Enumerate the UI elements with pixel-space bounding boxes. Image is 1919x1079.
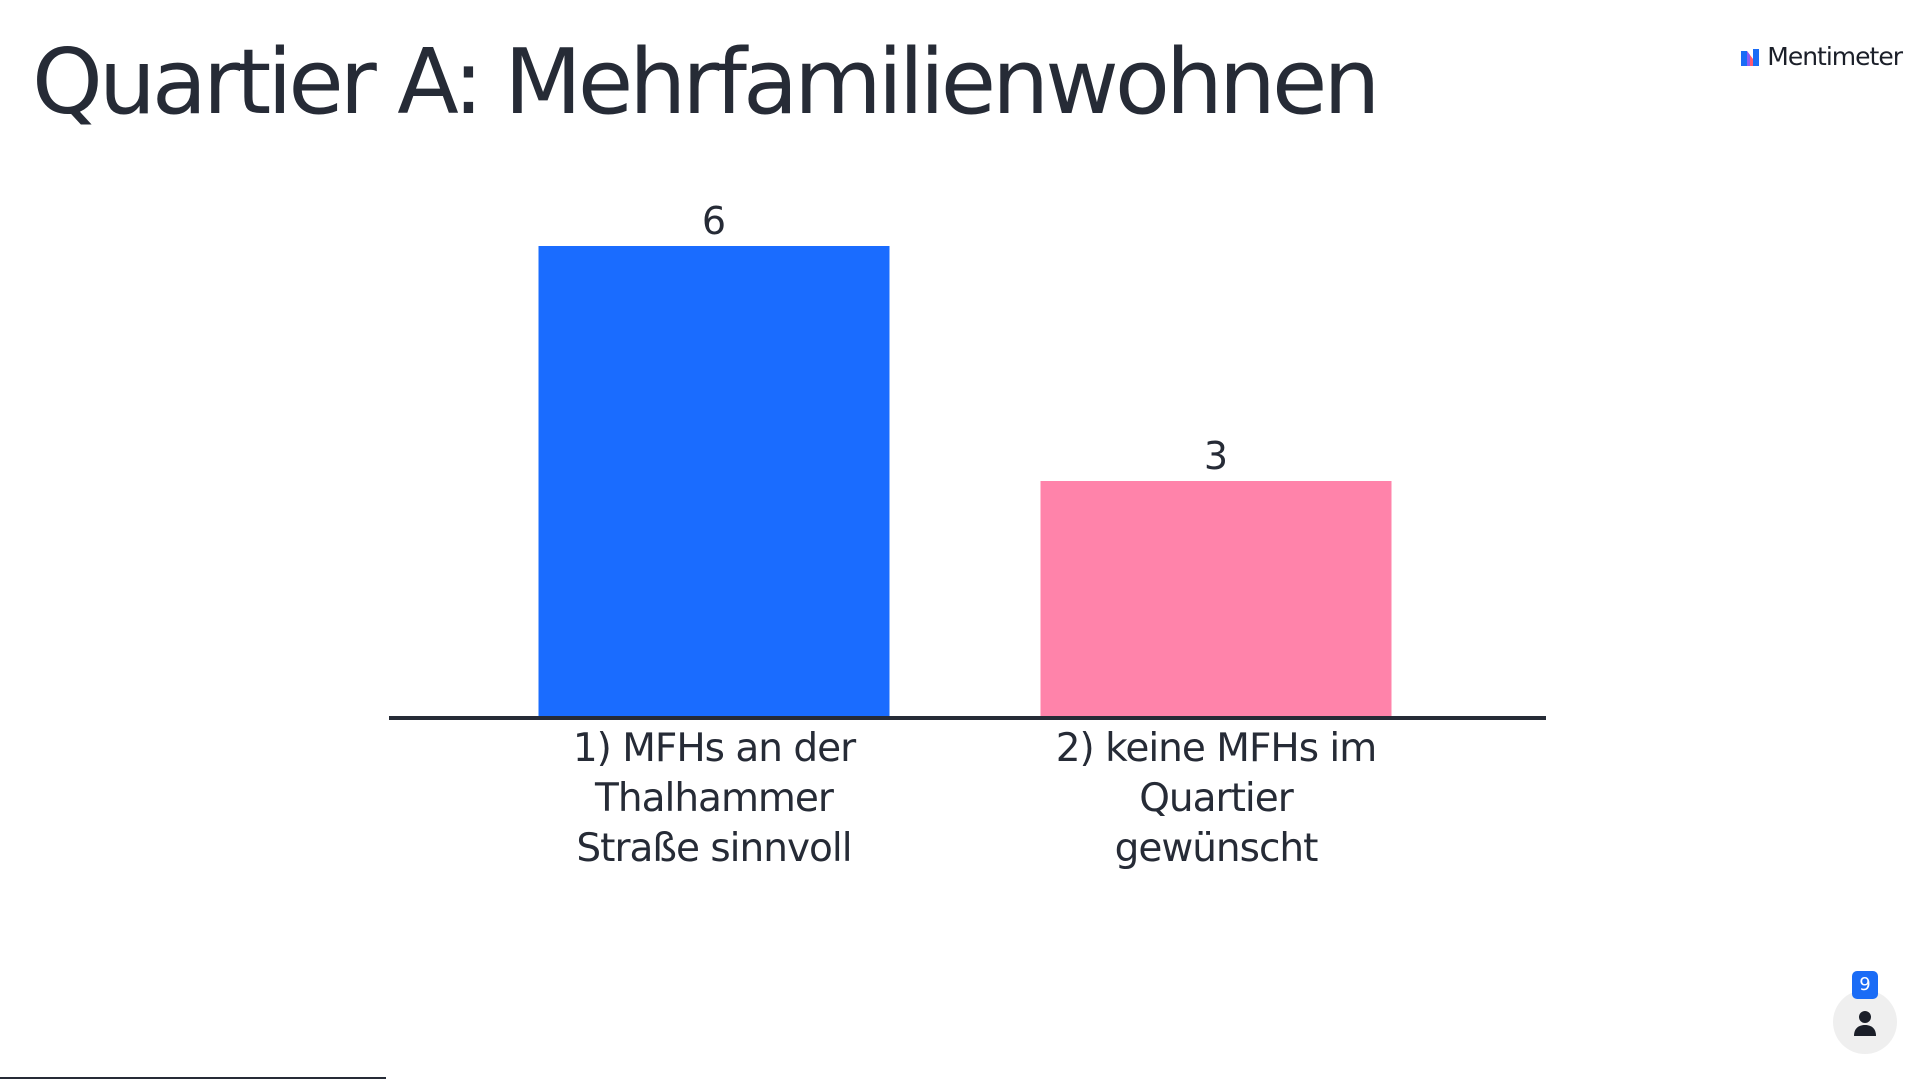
- category-label-line: Thalhammer: [595, 776, 834, 821]
- progress-line: [0, 1077, 386, 1079]
- person-icon: [1854, 1011, 1876, 1036]
- value-label-1: 6: [702, 199, 726, 243]
- mentimeter-logo: Mentimeter: [1739, 42, 1903, 71]
- category-label-line: Quartier: [1139, 776, 1294, 821]
- category-label-line: 1) MFHs an der: [572, 726, 856, 771]
- category-label-2: 2) keine MFHs im Quartier gewünscht: [1006, 724, 1426, 874]
- category-label-line: 2) keine MFHs im: [1055, 726, 1378, 771]
- category-label-line: gewünscht: [1114, 826, 1319, 871]
- participant-count-badge: 9: [1852, 971, 1878, 999]
- value-label-2: 3: [1204, 434, 1228, 478]
- page-title: Quartier A: Mehrfamilienwohnen: [32, 30, 1380, 135]
- bar-2: [1040, 481, 1392, 716]
- bar-1: [538, 246, 890, 716]
- value-labels-layer: 63: [702, 199, 1228, 478]
- category-label-line: Straße sinnvoll: [576, 826, 852, 871]
- bars-layer: [538, 246, 1392, 716]
- mentimeter-logo-icon: [1741, 48, 1760, 66]
- brand-name: Mentimeter: [1767, 42, 1903, 71]
- category-label-1: 1) MFHs an der Thalhammer Straße sinnvoll: [504, 724, 924, 874]
